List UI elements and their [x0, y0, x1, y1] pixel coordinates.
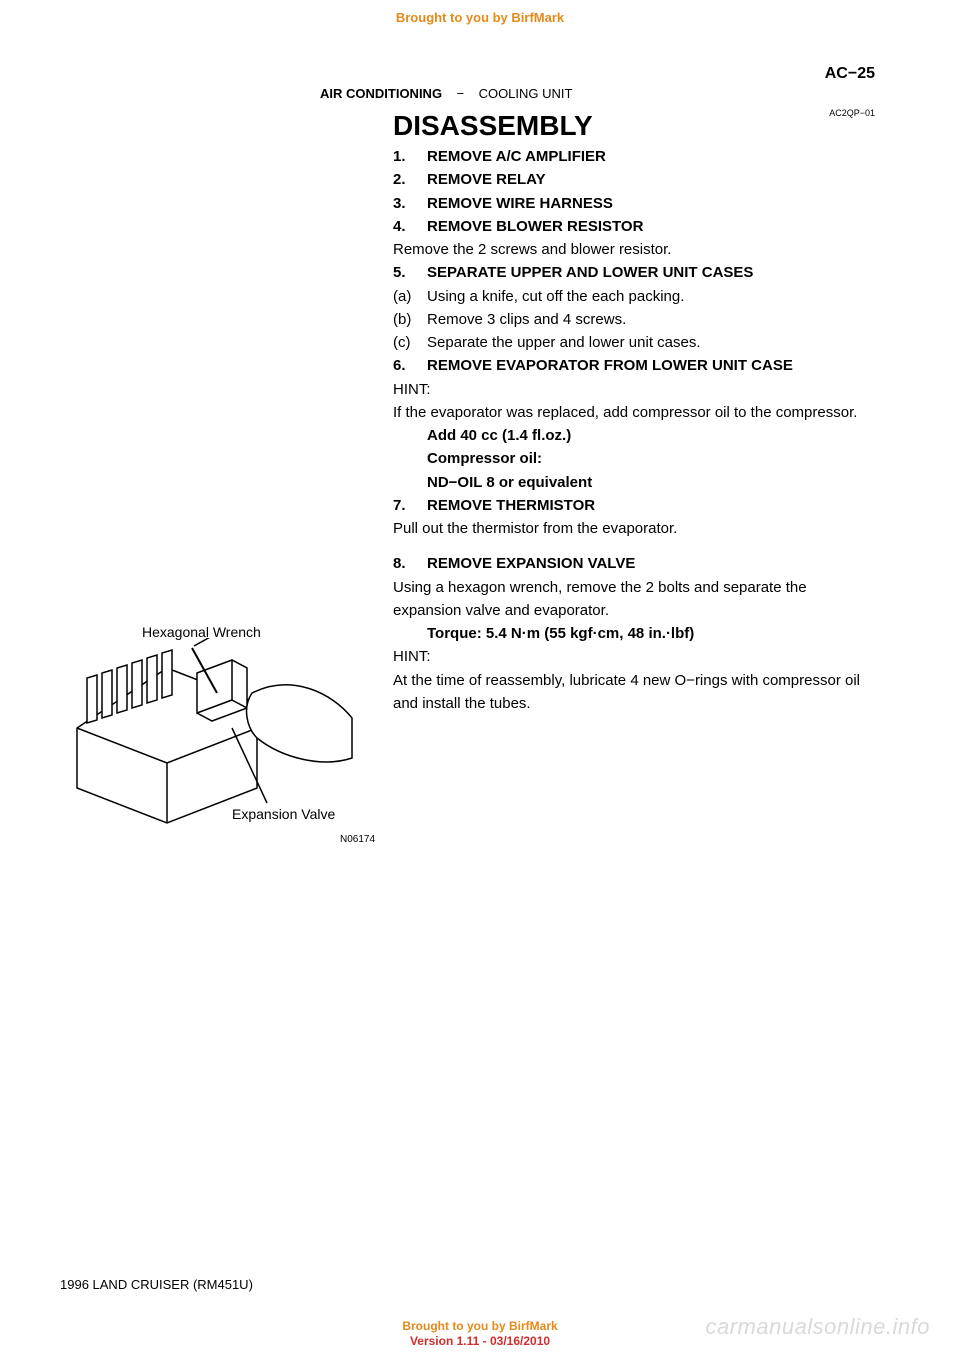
step-4-title: REMOVE BLOWER RESISTOR [427, 215, 643, 238]
main-title: DISASSEMBLY [393, 110, 593, 142]
step-5c: Separate the upper and lower unit cases. [427, 331, 701, 354]
bottom-banner-line1: Brought to you by BirfMark [0, 1319, 960, 1335]
footer-model: 1996 LAND CRUISER (RM451U) [60, 1277, 253, 1292]
step-7-num: 7. [393, 494, 427, 517]
step-6-spec3: ND−OIL 8 or equivalent [393, 471, 879, 494]
step-3-title: REMOVE WIRE HARNESS [427, 192, 613, 215]
bottom-banner: Brought to you by BirfMark Version 1.11 … [0, 1319, 960, 1350]
step-7-title: REMOVE THERMISTOR [427, 494, 595, 517]
content-body: 1.REMOVE A/C AMPLIFIER 2.REMOVE RELAY 3.… [393, 145, 879, 715]
step-6-spec1: Add 40 cc (1.4 fl.oz.) [393, 424, 879, 447]
step-8-num: 8. [393, 552, 427, 575]
figure-code: N06174 [340, 834, 375, 845]
step-5-title: SEPARATE UPPER AND LOWER UNIT CASES [427, 261, 753, 284]
step-6-title: REMOVE EVAPORATOR FROM LOWER UNIT CASE [427, 354, 793, 377]
step-8-body: Using a hexagon wrench, remove the 2 bol… [393, 576, 879, 623]
header-dash: − [457, 86, 465, 101]
top-banner: Brought to you by BirfMark [0, 10, 960, 25]
step-1-num: 1. [393, 145, 427, 168]
figure-label-wrench: Hexagonal Wrench [142, 624, 261, 640]
page-number: AC−25 [825, 65, 875, 83]
step-1-title: REMOVE A/C AMPLIFIER [427, 145, 606, 168]
step-8-hint: At the time of reassembly, lubricate 4 n… [393, 669, 879, 716]
figure-label-valve: Expansion Valve [232, 806, 335, 822]
step-4-num: 4. [393, 215, 427, 238]
step-5b: Remove 3 clips and 4 screws. [427, 308, 626, 331]
step-8-hint-lbl: HINT: [393, 645, 879, 668]
step-5b-lbl: (b) [393, 308, 427, 331]
step-5-num: 5. [393, 261, 427, 284]
step-6-num: 6. [393, 354, 427, 377]
section-name: AIR CONDITIONING [320, 86, 442, 101]
step-6-spec2: Compressor oil: [393, 447, 879, 470]
step-7-body: Pull out the thermistor from the evapora… [393, 517, 879, 540]
step-8-torque: Torque: 5.4 N·m (55 kgf·cm, 48 in.·lbf) [393, 622, 879, 645]
doc-code: AC2QP−01 [829, 108, 875, 118]
step-2-title: REMOVE RELAY [427, 168, 546, 191]
step-6-hint: If the evaporator was replaced, add comp… [393, 401, 879, 424]
bottom-banner-line2: Version 1.11 - 03/16/2010 [0, 1334, 960, 1350]
step-6-hint-lbl: HINT: [393, 378, 879, 401]
step-3-num: 3. [393, 192, 427, 215]
step-4-body: Remove the 2 screws and blower resistor. [393, 238, 879, 261]
step-8-title: REMOVE EXPANSION VALVE [427, 552, 635, 575]
step-2-num: 2. [393, 168, 427, 191]
section-header: AIR CONDITIONING − COOLING UNIT [320, 86, 572, 101]
page: Brought to you by BirfMark AC−25 AIR CON… [0, 0, 960, 1358]
subsection-name: COOLING UNIT [479, 86, 573, 101]
step-5a: Using a knife, cut off the each packing. [427, 285, 684, 308]
figure-expansion-valve: Hexagonal Wrench [72, 638, 377, 838]
step-5c-lbl: (c) [393, 331, 427, 354]
step-5a-lbl: (a) [393, 285, 427, 308]
